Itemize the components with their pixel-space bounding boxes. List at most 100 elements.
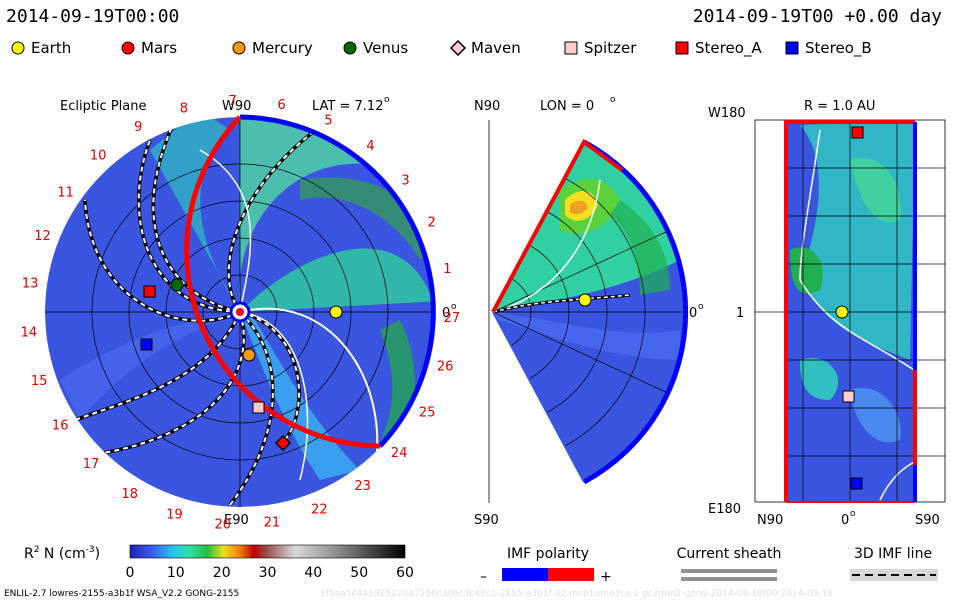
stereo-b-marker <box>140 338 153 351</box>
colorbar-tick-label: 0 <box>126 565 135 581</box>
radial-bottom-degree: o <box>850 509 856 519</box>
meridional-right-degree: o <box>698 302 704 312</box>
colorbar-tick-label: 60 <box>396 565 414 581</box>
ecliptic-right-label: 0 <box>442 306 450 321</box>
rotation-number: 6 <box>278 98 286 113</box>
rotation-number: 14 <box>21 326 38 341</box>
rotation-number: 20 <box>215 517 232 532</box>
rotation-number: 25 <box>419 406 436 421</box>
header-right-time: 2014-09-19T00 +0.00 day <box>693 6 942 27</box>
spitzer-marker <box>252 401 265 414</box>
rotation-number: 17 <box>83 457 100 472</box>
rotation-number: 8 <box>180 102 188 117</box>
rotation-number: 22 <box>311 503 328 518</box>
imf-negative-swatch <box>502 568 548 581</box>
rotation-number: 3 <box>401 174 409 189</box>
legend-earth-icon <box>11 41 25 55</box>
legend-stereo-b-icon <box>785 41 799 55</box>
legend-venus-icon <box>343 41 357 55</box>
rotation-number: 1 <box>443 262 451 277</box>
ecliptic-rim-negative <box>239 114 436 448</box>
imf-plus-label: + <box>600 569 612 585</box>
legend-maven-icon <box>449 39 467 57</box>
colorbar-tick-label: 10 <box>167 565 185 581</box>
imf3d-title: 3D IMF line <box>854 546 932 562</box>
rotation-number: 12 <box>34 229 51 244</box>
rotation-number: 26 <box>437 360 454 375</box>
rotation-number: 23 <box>354 479 371 494</box>
legend: Earth Mars Mercury Venus Maven Spitzer Stereo_… <box>11 39 872 58</box>
legend-earth-label: Earth <box>31 39 71 57</box>
meridional-lon-label: LON = 0 <box>540 99 594 114</box>
imf-positive-swatch <box>548 568 594 581</box>
legend-mercury-icon <box>232 41 246 55</box>
current-sheath-legend: Current sheath <box>677 546 782 581</box>
rotation-number: 5 <box>324 113 332 128</box>
imf3d-legend: 3D IMF line <box>850 546 938 581</box>
radial-mid-left-label: 1 <box>736 306 744 321</box>
rotation-number: 13 <box>22 277 39 292</box>
meridional-lon-degree: o <box>610 95 616 105</box>
legend-mercury-label: Mercury <box>252 39 313 57</box>
rotation-number: 24 <box>391 446 408 461</box>
rotation-number: 10 <box>90 149 107 164</box>
rotation-number: 9 <box>134 120 142 135</box>
imf-minus-label: – <box>480 569 487 585</box>
ecliptic-title: Ecliptic Plane <box>60 99 146 114</box>
header-left-time: 2014-09-19T00:00 <box>6 6 179 27</box>
sun-core <box>236 308 244 316</box>
colorbar-tick-label: 50 <box>350 565 368 581</box>
legend-venus-label: Venus <box>363 39 408 57</box>
earth-marker <box>329 305 343 319</box>
stereo-a-marker <box>143 285 156 298</box>
rotation-number: 19 <box>166 508 183 523</box>
colorbar: R2 N (cm-3) 0 10 20 30 40 50 60 <box>24 544 414 581</box>
rotation-number: 21 <box>264 516 281 531</box>
footer-right: 1f5aa5e4a1925220a7256c306c3c42c1-2155-a3… <box>320 589 833 599</box>
radial-r-label: R = 1.0 AU <box>804 99 875 114</box>
radial-bottom-left-label: E180 <box>708 502 741 517</box>
meridional-top-label: N90 <box>474 99 500 114</box>
radial-panel: R = 1.0 AU W180 1 E180 N90 0 o S90 <box>708 99 946 528</box>
venus-marker <box>170 278 184 292</box>
legend-stereo-b-label: Stereo_B <box>805 39 872 58</box>
mercury-marker <box>242 348 256 362</box>
colorbar-tick-label: 20 <box>213 565 231 581</box>
legend-maven-label: Maven <box>471 39 521 57</box>
rotation-number: 16 <box>52 418 69 433</box>
ecliptic-rim-positive <box>184 115 381 449</box>
legend-mars-icon <box>121 41 135 55</box>
radial-spitzer-marker <box>842 390 855 403</box>
rotation-number: 18 <box>122 487 139 502</box>
colorbar-label: R2 N (cm-3) <box>24 545 100 562</box>
rotation-number: 4 <box>366 139 374 154</box>
meridional-right-label: 0 <box>689 306 697 321</box>
imf-polarity-legend: IMF polarity – + <box>480 546 612 585</box>
radial-top-left-label: W180 <box>708 106 746 121</box>
ecliptic-panel: Ecliptic Plane W90 LAT = 7.12 o E90 0 o … <box>21 94 461 532</box>
rotation-number: 7 <box>228 94 236 109</box>
legend-mars-label: Mars <box>141 39 177 57</box>
ecliptic-top-label: W90 <box>222 99 251 114</box>
colorbar-gradient <box>129 544 406 559</box>
legend-spitzer-icon <box>564 41 578 55</box>
ecliptic-right-degree: o <box>451 302 457 312</box>
colorbar-tick-label: 30 <box>259 565 277 581</box>
imf-polarity-title: IMF polarity <box>507 546 589 562</box>
ecliptic-lat-label: LAT = 7.12 <box>312 99 383 114</box>
radial-bottom-s90: S90 <box>915 513 940 528</box>
rotation-number: 2 <box>427 215 435 230</box>
rotation-number: 11 <box>57 185 74 200</box>
colorbar-ticks: 0 10 20 30 40 50 60 <box>126 565 414 581</box>
radial-bottom-n90: N90 <box>757 513 783 528</box>
radial-bottom-zero: 0 <box>841 513 849 528</box>
radial-earth-marker <box>835 305 849 319</box>
ecliptic-bottom-label: E90 <box>224 513 249 528</box>
radial-stereo-b-marker <box>850 477 863 490</box>
current-sheath-title: Current sheath <box>677 546 782 562</box>
legend-spitzer-label: Spitzer <box>584 39 637 57</box>
meridional-bottom-label: S90 <box>474 513 499 528</box>
mars-marker <box>274 434 292 452</box>
